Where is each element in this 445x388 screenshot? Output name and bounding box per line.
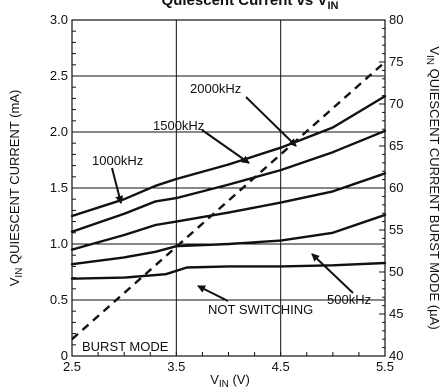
y-tick-label-2.0: 2.0 — [50, 124, 68, 139]
series-line-1500khz — [70, 129, 387, 233]
series-line-500khz — [70, 213, 387, 266]
y2-tick-label-80: 80 — [389, 12, 403, 27]
y2-axis-title: VIN QUIESCENT CURRENT BURST MODE (µA) — [424, 46, 442, 329]
y-tick-label-3.0: 3.0 — [50, 12, 68, 27]
tick-labels: 2.5 3.5 4.5 5.5 0 0.5 1.0 1.5 2.0 2.5 3.0 40 45 50 55 6… — [50, 12, 404, 374]
label-2000khz: 2000kHz — [190, 81, 241, 96]
arrow-1000khz — [111, 167, 124, 204]
grid — [72, 20, 385, 356]
y-tick-label-1.5: 1.5 — [50, 180, 68, 195]
label-1500khz: 1500kHz — [153, 118, 204, 133]
y-tick-label-0.5: 0.5 — [50, 292, 68, 307]
arrow-500khz — [311, 253, 354, 294]
y-tick-label-2.5: 2.5 — [50, 68, 68, 83]
annotations: 2000kHz 1500kHz 1000kHz 500kHz NOT SWITC… — [82, 81, 371, 354]
leader-arrows — [111, 96, 354, 302]
label-1000khz: 1000kHz — [92, 153, 143, 168]
arrow-1500khz — [201, 129, 250, 164]
x-tick-label-3.5: 3.5 — [167, 359, 185, 374]
y-tick-label-1.0: 1.0 — [50, 236, 68, 251]
y-axis-title: VIN QUIESCENT CURRENT (mA) — [7, 90, 25, 287]
label-burst-mode: BURST MODE — [82, 339, 169, 354]
y2-tick-label-45: 45 — [389, 306, 403, 321]
y2-tick-label-65: 65 — [389, 138, 403, 153]
arrow-not-switching — [197, 285, 229, 302]
y2-tick-label-55: 55 — [389, 222, 403, 237]
y2-tick-label-70: 70 — [389, 96, 403, 111]
plot-frame — [71, 19, 386, 357]
x-tick-label-5.5: 5.5 — [376, 359, 394, 374]
y2-tick-label-75: 75 — [389, 54, 403, 69]
arrow-2000khz — [245, 96, 297, 147]
series-line-not-switching — [70, 261, 387, 280]
label-not-switching: NOT SWITCHING — [208, 302, 313, 317]
x-axis-title: VIN (V) — [210, 372, 250, 388]
chart-title: Quiescent Current vs VIN — [162, 0, 339, 12]
y2-tick-label-50: 50 — [389, 264, 403, 279]
series-line-2000khz — [70, 94, 387, 218]
x-tick-label-4.5: 4.5 — [272, 359, 290, 374]
y2-tick-label-60: 60 — [389, 180, 403, 195]
x-tick-label-2.5: 2.5 — [63, 359, 81, 374]
label-500khz: 500kHz — [327, 292, 371, 307]
series-line-1000khz — [70, 172, 387, 251]
y-tick-label-0: 0 — [61, 348, 68, 363]
y2-tick-label-40: 40 — [389, 348, 403, 363]
